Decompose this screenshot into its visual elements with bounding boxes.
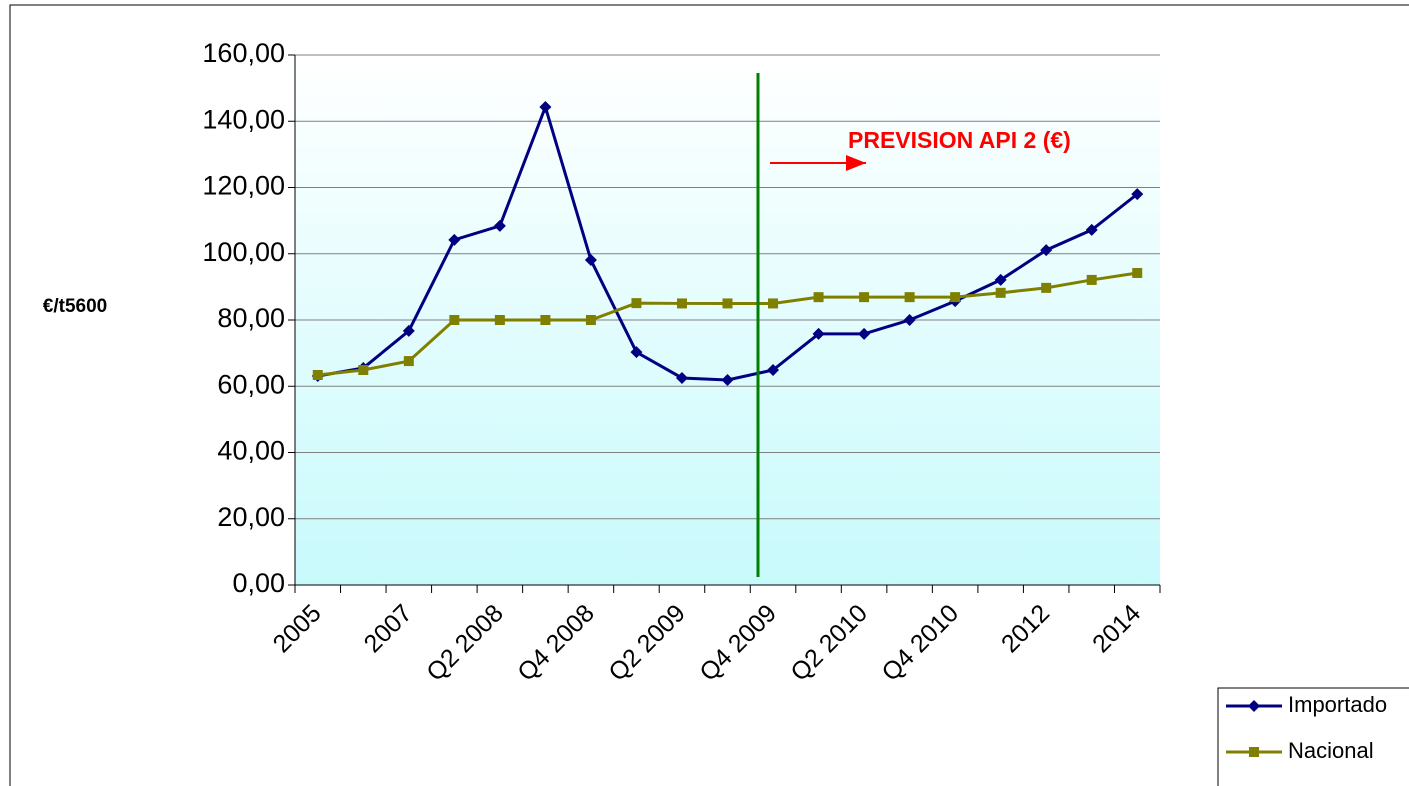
y-tick-label: 0,00	[232, 568, 285, 598]
marker	[813, 292, 824, 303]
marker	[402, 324, 415, 337]
marker	[494, 315, 505, 325]
marker	[903, 314, 916, 326]
x-tick-label: 2007	[359, 599, 418, 658]
marker	[1040, 244, 1053, 257]
marker	[1041, 282, 1052, 293]
x-tick-label: 2012	[996, 599, 1055, 658]
marker	[858, 327, 871, 340]
marker	[767, 364, 780, 377]
x-tick-label: Q2 2010	[785, 599, 873, 687]
marker	[449, 315, 460, 325]
x-tick-label: Q2 2009	[603, 599, 691, 687]
y-tick-label: 100,00	[202, 237, 285, 267]
marker	[722, 298, 733, 309]
marker	[540, 315, 551, 325]
marker	[539, 101, 552, 114]
marker	[631, 298, 642, 309]
marker	[630, 346, 643, 359]
y-tick-label: 80,00	[217, 303, 285, 333]
marker	[585, 315, 596, 325]
legend-label: Importado	[1288, 692, 1387, 717]
x-tick-label: Q2 2008	[421, 599, 509, 687]
y-tick-label: 160,00	[202, 38, 285, 68]
marker	[358, 365, 369, 376]
y-tick-label: 60,00	[217, 369, 285, 399]
marker	[950, 292, 961, 303]
y-axis-label: €/t5600	[43, 296, 107, 317]
marker	[812, 327, 825, 340]
marker	[768, 298, 779, 309]
x-tick-label: Q4 2010	[876, 599, 964, 687]
x-tick-label: Q4 2009	[694, 599, 782, 687]
y-tick-label: 120,00	[202, 171, 285, 201]
marker	[1248, 700, 1260, 712]
marker	[676, 298, 687, 309]
y-tick-label: 40,00	[217, 436, 285, 466]
marker	[995, 287, 1006, 298]
marker	[1249, 747, 1259, 757]
y-tick-label: 20,00	[217, 502, 285, 532]
marker	[403, 356, 414, 367]
y-tick-label: 140,00	[202, 104, 285, 134]
marker	[721, 373, 734, 386]
legend-label: Nacional	[1288, 738, 1374, 763]
frame	[9, 4, 1409, 786]
marker	[1131, 188, 1144, 201]
marker	[312, 369, 323, 380]
marker	[1086, 274, 1097, 285]
x-tick-label: Q4 2008	[512, 599, 600, 687]
marker	[859, 292, 870, 303]
marker	[1085, 223, 1098, 236]
x-tick-label: 2005	[268, 599, 327, 658]
marker	[1132, 267, 1143, 278]
marker	[675, 371, 688, 384]
marker	[994, 273, 1007, 286]
x-tick-label: 2014	[1087, 599, 1146, 658]
marker	[448, 233, 461, 246]
legend: Importado Nacional	[1217, 687, 1409, 786]
marker	[493, 219, 506, 232]
marker	[584, 254, 597, 267]
annotation: PREVISION API 2 (€)	[848, 127, 1071, 153]
marker	[904, 292, 915, 303]
